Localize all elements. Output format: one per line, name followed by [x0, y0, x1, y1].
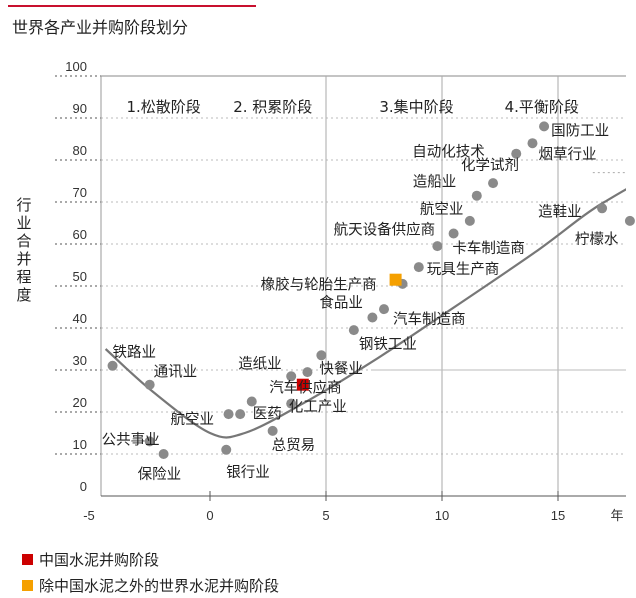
point-label: 总贸易 [272, 437, 316, 454]
stage-label: 2. 积累阶段 [233, 98, 312, 116]
legend-label-china: 中国水泥并购阶段 [39, 551, 160, 569]
y-tick-label: 20 [73, 395, 87, 410]
y-tick-label: 10 [73, 437, 87, 452]
scatter-point [286, 371, 297, 382]
y-tick-label: 40 [73, 311, 87, 326]
point-label: 自动化技术 [412, 144, 485, 161]
y-axis-label: 行业合并程度 [16, 196, 32, 304]
y-tick-label: 0 [80, 479, 87, 494]
y-tick-label: 60 [73, 227, 87, 242]
y-tick-label: 90 [73, 101, 87, 116]
point-label: 汽车供应商 [269, 379, 342, 397]
y-tick-label: 70 [73, 185, 87, 200]
scatter-point [144, 436, 155, 447]
point-label: 保险业 [138, 466, 182, 483]
scatter-point [367, 312, 378, 323]
gridlines [55, 75, 626, 496]
data-points [107, 121, 635, 459]
point-label: 玩具生产商 [427, 261, 500, 278]
scatter-point [302, 367, 313, 378]
stage-label: 1.松散阶段 [126, 98, 200, 116]
legend-label-world: 除中国水泥之外的世界水泥并购阶段 [39, 577, 280, 595]
point-label: 医药 [253, 406, 282, 423]
point-label: 化学试剂 [461, 157, 519, 174]
world-cement-marker [389, 273, 402, 286]
trend-curve-path [104, 188, 626, 439]
scatter-point [286, 398, 297, 409]
point-label: 卡车制造商 [452, 240, 525, 257]
scatter-point [488, 178, 499, 189]
scatter-point [539, 121, 550, 132]
china-cement-marker [296, 378, 309, 391]
point-label: 造鞋业 [538, 203, 582, 220]
point-label: 公共事业 [102, 431, 160, 448]
point-label: 橡胶与轮胎生产商 [261, 277, 377, 294]
scatter-point [267, 425, 278, 436]
scatter-point [464, 215, 475, 226]
point-label: 通讯业 [154, 364, 198, 381]
point-label: 汽车制造商 [393, 311, 466, 328]
chart-title: 世界各产业并购阶段划分 [12, 18, 189, 37]
title-accent-bar [8, 5, 256, 7]
stage-label: 4.平衡阶段 [505, 98, 579, 116]
reference-lines [372, 172, 626, 371]
scatter-point [316, 350, 327, 361]
point-label: 柠檬水 [575, 231, 619, 248]
scatter-point [413, 262, 424, 273]
point-label: 造船业 [413, 174, 457, 191]
y-tick-label: 100 [65, 59, 87, 74]
point-label: 航空业 [420, 201, 464, 218]
point-label: 烟草行业 [538, 146, 596, 163]
x-tick-label: 5 [322, 508, 329, 523]
legend-swatch-red [22, 554, 33, 565]
scatter-point [471, 190, 482, 201]
stage-labels: 1.松散阶段 2. 积累阶段 3.集中阶段 4.平衡阶段 [126, 98, 578, 116]
scatter-point [144, 379, 155, 390]
x-tick-label: 0 [206, 508, 213, 523]
scatter-point [448, 228, 459, 239]
x-tick-label: 15 [551, 508, 565, 523]
point-label: 快餐业 [319, 360, 363, 377]
scatter-point [432, 241, 443, 252]
x-tick-label: -5 [83, 508, 95, 523]
scatter-point [107, 360, 118, 371]
y-tick-label: 80 [73, 143, 87, 158]
scatter-point [527, 138, 538, 149]
scatter-point [348, 325, 359, 336]
point-label: 银行业 [226, 464, 269, 481]
y-tick-label: 30 [73, 353, 87, 368]
scatter-point [379, 304, 389, 315]
point-label: 国防工业 [551, 122, 609, 139]
scatter-point [511, 148, 522, 159]
point-label: 食品业 [319, 295, 363, 312]
point-label: 航空业 [171, 411, 215, 428]
point-label: 造纸业 [238, 355, 282, 372]
x-tick-label: 10 [435, 508, 449, 523]
scatter-point [223, 409, 234, 420]
legend-item-world: 除中国水泥之外的世界水泥并购阶段 [22, 575, 279, 596]
scatter-point [158, 449, 169, 459]
point-label: 化工产业 [289, 399, 347, 416]
scatter-point [246, 396, 257, 407]
scatter-point [624, 215, 635, 226]
legend-swatch-orange [22, 580, 33, 591]
scatter-point [221, 444, 232, 455]
x-axis-label: 年 [610, 508, 623, 523]
point-label: 钢铁工业 [359, 336, 417, 353]
y-tick-label: 50 [73, 269, 87, 284]
point-label: 铁路业 [113, 344, 157, 361]
legend-item-china: 中国水泥并购阶段 [22, 549, 159, 570]
point-label: 航天设备供应商 [334, 221, 436, 239]
trend-curve [104, 188, 626, 439]
stage-label: 3.集中阶段 [379, 98, 453, 116]
scatter-point [597, 203, 608, 214]
scatter-point [235, 409, 246, 420]
